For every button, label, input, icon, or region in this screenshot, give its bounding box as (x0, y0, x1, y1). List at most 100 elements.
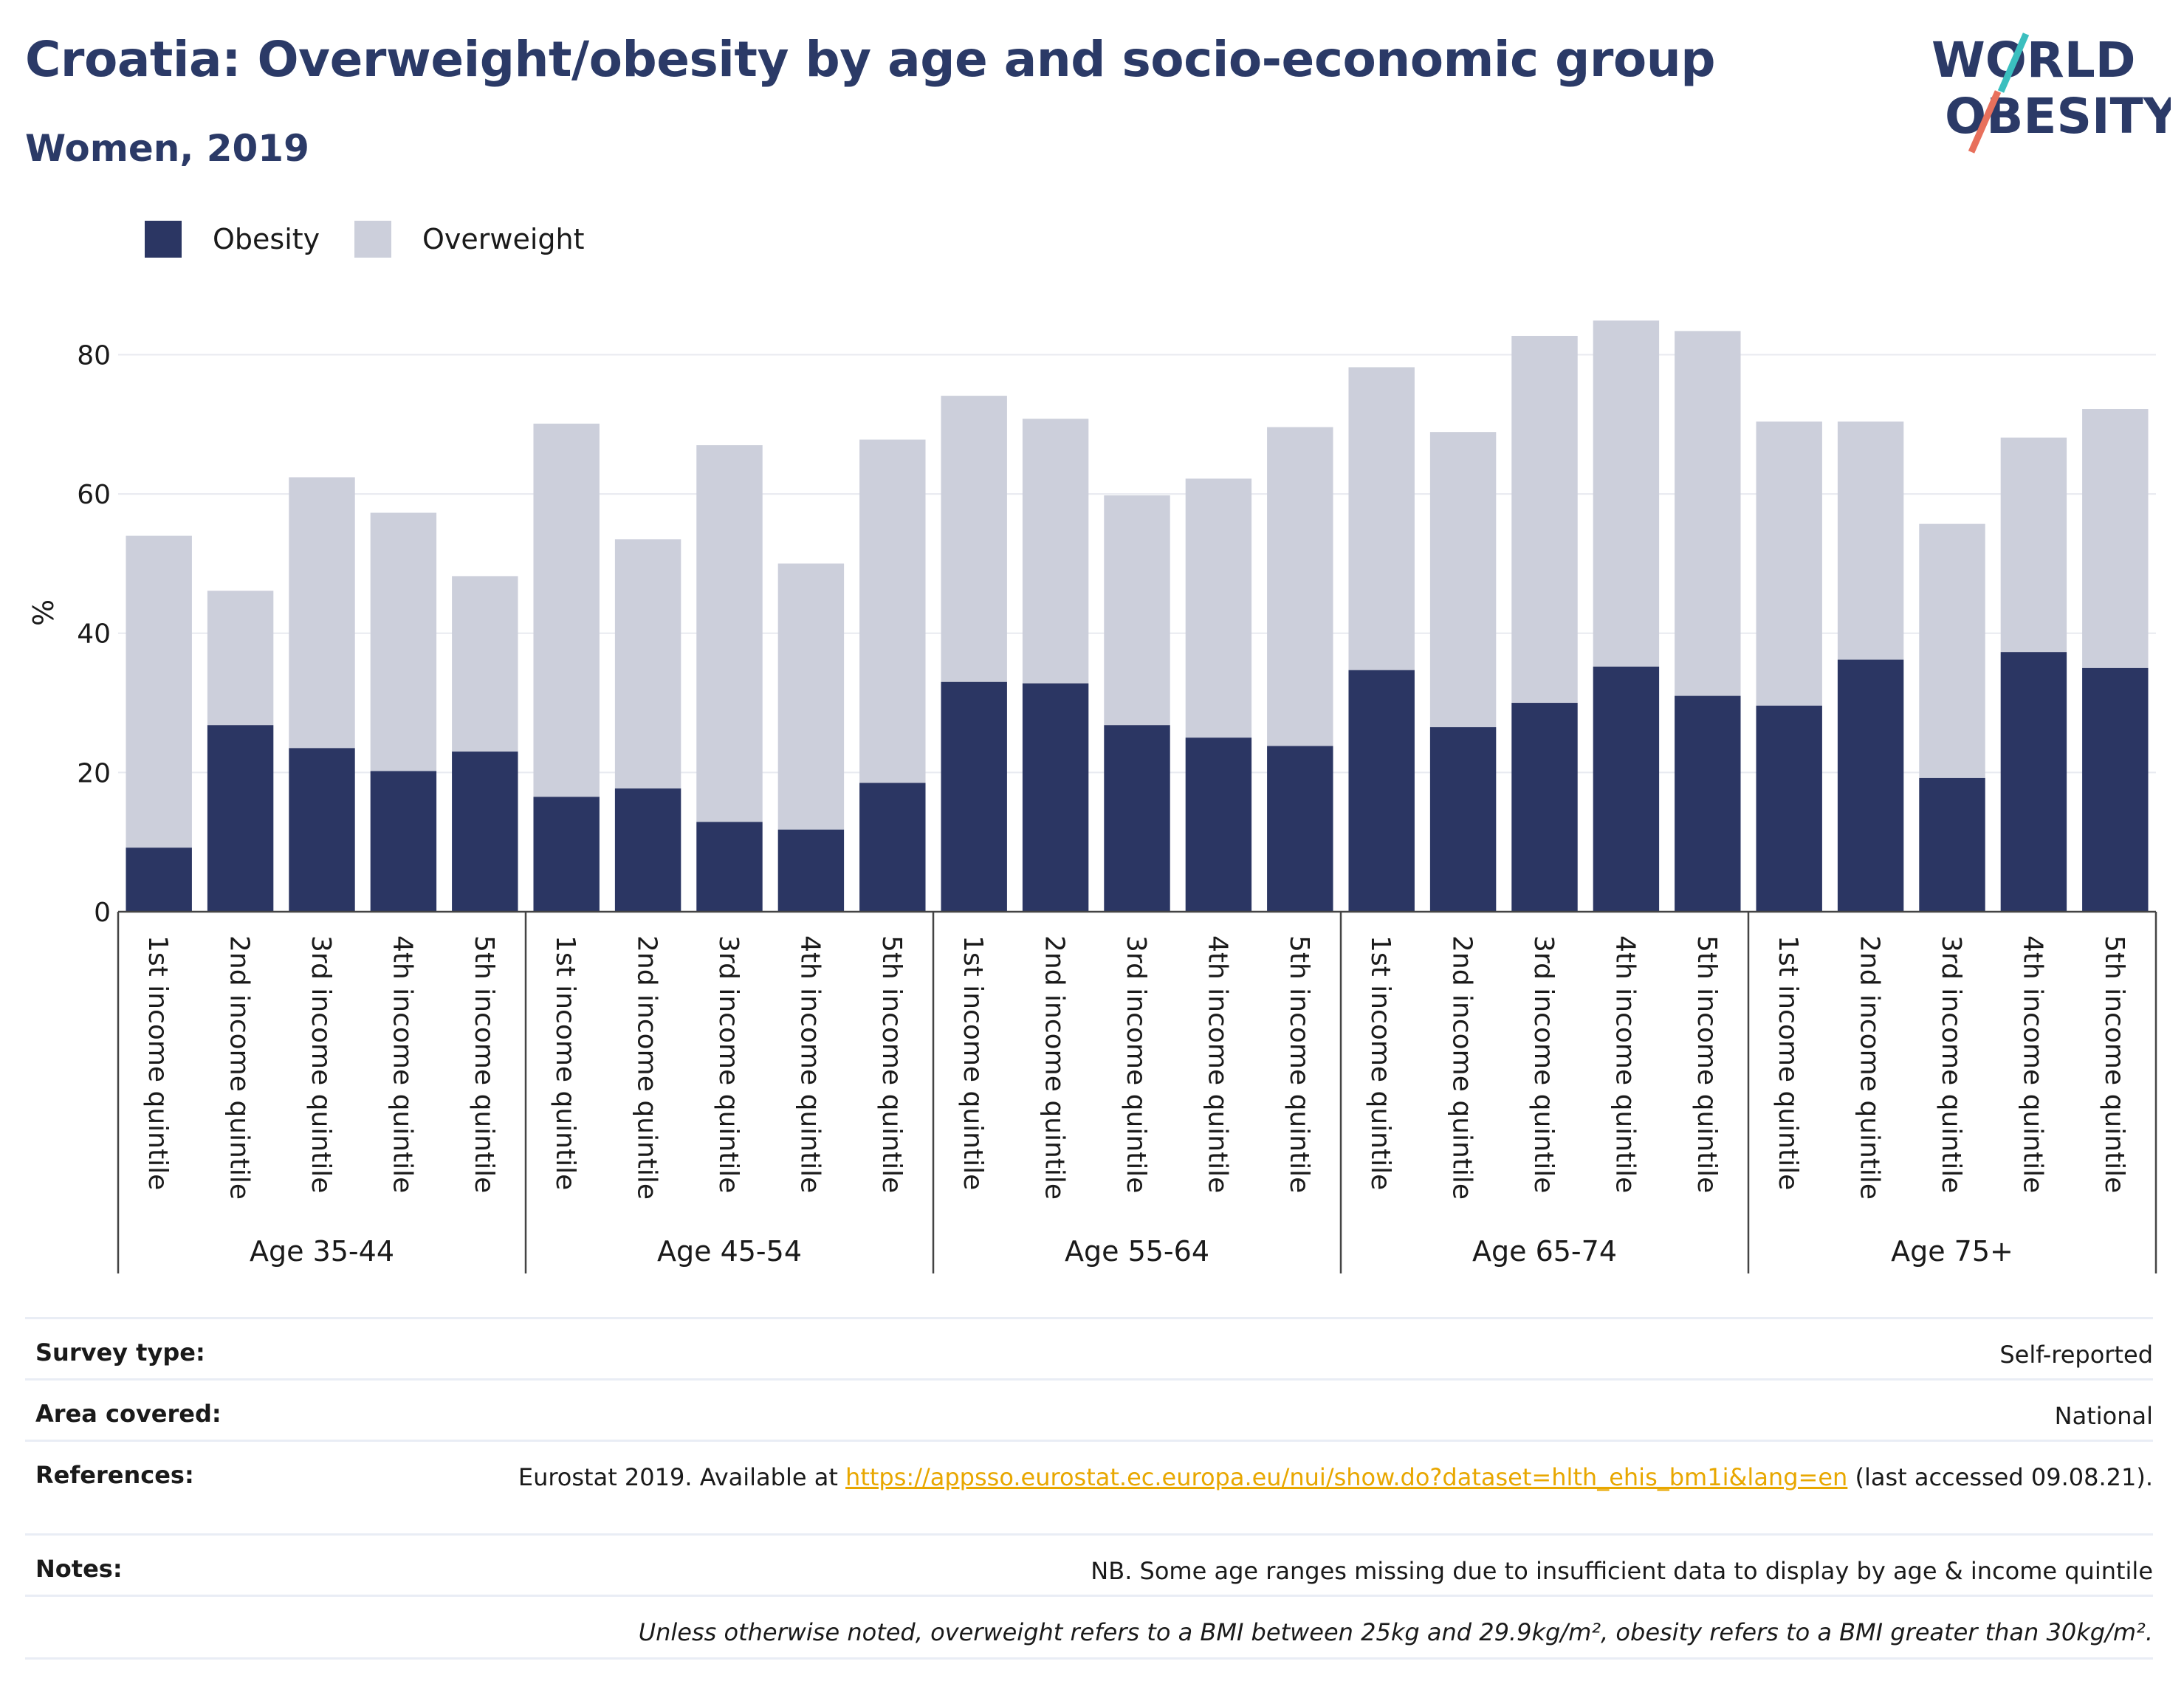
bar-obesity-g3-q4 (1185, 738, 1252, 912)
stacked-bar-chart: 0 20 40 60 80% 1st income quintile 2nd income … (27, 320, 2157, 1273)
bar-obesity-g2-q3 (696, 822, 763, 912)
bar-overweight-g4-q5 (1675, 331, 1741, 696)
bar-obesity-g2-q2 (614, 788, 681, 912)
info-row-survey-type: Survey type: Self-reported (25, 1317, 2153, 1378)
logo-slash-teal-icon (1997, 32, 2030, 93)
world-obesity-logo: WORLD OBESITY (1931, 32, 2171, 154)
bar-overweight-g5-q1 (1756, 422, 1822, 706)
x-tick-label-g2-q4: 4th income quintile (794, 935, 825, 1193)
bar-overweight-g2-q5 (859, 439, 926, 783)
bar-obesity-g4-q4 (1593, 667, 1660, 912)
bar-obesity-g4-q1 (1348, 670, 1415, 912)
bar-overweight-g1-q1 (126, 535, 192, 848)
x-tick-label-g4-q3: 3rd income quintile (1528, 935, 1559, 1193)
y-axis-label: % (27, 599, 60, 626)
x-tick-label-g5-q4: 4th income quintile (2017, 935, 2047, 1193)
bar-obesity-g1-q1 (126, 848, 192, 912)
bar-obesity-g2-q4 (777, 829, 845, 912)
page-title: Croatia: Overweight/obesity by age and s… (25, 31, 1715, 88)
x-tick-label-g3-q3: 3rd income quintile (1121, 935, 1151, 1193)
group-label-1: Age 35-44 (250, 1235, 394, 1268)
x-tick-label-g5-q3: 3rd income quintile (1936, 935, 1966, 1193)
info-footnote: Unless otherwise noted, overweight refer… (638, 1618, 2153, 1646)
info-table: Survey type: Self-reported Area covered:… (25, 1317, 2153, 1660)
legend-label-overweight: Overweight (422, 223, 585, 255)
x-tick-label-g3-q5: 5th income quintile (1284, 935, 1314, 1193)
info-key-area-covered: Area covered: (35, 1400, 222, 1428)
group-label-3: Age 55-64 (1065, 1235, 1209, 1268)
bar-obesity-g4-q2 (1429, 727, 1497, 912)
x-tick-label-g4-q1: 1st income quintile (1365, 935, 1395, 1190)
x-tick-label-g4-q4: 4th income quintile (1610, 935, 1640, 1193)
bar-obesity-g1-q3 (289, 748, 355, 912)
bar-overweight-g3-q2 (1022, 419, 1089, 684)
bar-overweight-g4-q2 (1429, 432, 1497, 728)
y-tick-label-80: 80 (77, 340, 111, 371)
y-tick-label-40: 40 (77, 619, 111, 650)
info-row-references: References: Eurostat 2019. Available at … (25, 1440, 2153, 1533)
bar-obesity-g1-q5 (452, 752, 518, 912)
bar-overweight-g2-q4 (777, 563, 845, 830)
bar-obesity-g5-q2 (1837, 659, 1904, 912)
bar-obesity-g5-q1 (1756, 705, 1822, 912)
bar-overweight-g1-q5 (452, 576, 518, 752)
logo-text-world: WORLD (1931, 32, 2136, 89)
x-tick-label-g5-q2: 2nd income quintile (1855, 935, 1885, 1200)
x-tick-label-g2-q2: 2nd income quintile (632, 935, 662, 1200)
references-link[interactable]: https://appsso.eurostat.ec.europa.eu/nui… (845, 1463, 1848, 1491)
bar-overweight-g1-q2 (207, 591, 274, 726)
x-tick-label-g3-q2: 2nd income quintile (1040, 935, 1070, 1200)
bar-overweight-g2-q3 (696, 445, 763, 822)
legend-swatch-overweight (354, 221, 391, 258)
group-label-2: Age 45-54 (657, 1235, 802, 1268)
bar-overweight-g1-q4 (370, 512, 437, 771)
info-row-footnote: Unless otherwise noted, overweight refer… (25, 1595, 2153, 1660)
x-tick-label-g1-q3: 3rd income quintile (306, 935, 336, 1193)
bar-obesity-g1-q4 (370, 771, 437, 912)
bar-overweight-g5-q5 (2082, 409, 2149, 668)
bar-overweight-g3-q1 (941, 396, 1007, 682)
info-value-survey-type: Self-reported (1999, 1341, 2153, 1369)
y-tick-label-20: 20 (77, 758, 111, 788)
group-label-5: Age 75+ (1891, 1235, 2013, 1268)
x-tick-label-g3-q4: 4th income quintile (1202, 935, 1232, 1193)
bar-obesity-g5-q3 (1919, 777, 1985, 912)
bar-overweight-g5-q4 (2000, 437, 2067, 653)
group-label-4: Age 65-74 (1472, 1235, 1617, 1268)
x-tick-label-g1-q4: 4th income quintile (387, 935, 417, 1193)
bar-obesity-g4-q5 (1675, 695, 1741, 912)
bar-overweight-g2-q2 (614, 539, 681, 789)
bar-overweight-g5-q2 (1837, 422, 1904, 660)
bar-overweight-g4-q1 (1348, 367, 1415, 670)
legend-item-obesity: Obesity (145, 219, 320, 260)
bar-obesity-g1-q2 (207, 725, 274, 912)
logo-text-obesity: OBESITY (1945, 88, 2171, 145)
bar-obesity-g5-q5 (2082, 667, 2149, 912)
info-key-references: References: (35, 1461, 194, 1489)
bar-obesity-g3-q3 (1104, 725, 1170, 912)
x-tick-label-g1-q2: 2nd income quintile (224, 935, 255, 1200)
legend-item-overweight: Overweight (354, 219, 585, 260)
y-tick-label-60: 60 (77, 480, 111, 510)
info-value-notes: NB. Some age ranges missing due to insuf… (1091, 1557, 2153, 1585)
x-tick-label-g4-q2: 2nd income quintile (1447, 935, 1477, 1200)
bar-overweight-g3-q4 (1185, 478, 1252, 738)
x-tick-label-g2-q5: 5th income quintile (876, 935, 907, 1193)
bar-obesity-g4-q3 (1511, 703, 1578, 912)
x-tick-label-g3-q1: 1st income quintile (958, 935, 988, 1190)
logo-slash-coral-icon (1968, 90, 2002, 154)
x-tick-label-g1-q1: 1st income quintile (142, 935, 173, 1190)
bar-obesity-g3-q2 (1022, 683, 1089, 912)
x-tick-label-g1-q5: 5th income quintile (469, 935, 499, 1193)
bar-overweight-g1-q3 (289, 477, 355, 749)
x-tick-label-g5-q5: 5th income quintile (2099, 935, 2129, 1193)
x-tick-label-g2-q1: 1st income quintile (550, 935, 580, 1190)
x-tick-label-g4-q5: 5th income quintile (1692, 935, 1722, 1193)
legend-label-obesity: Obesity (213, 223, 320, 255)
info-row-notes: Notes: NB. Some age ranges missing due t… (25, 1533, 2153, 1595)
references-accessed: (last accessed 09.08.21). (1847, 1463, 2153, 1491)
y-tick-label-0: 0 (94, 898, 111, 928)
bar-obesity-g2-q1 (533, 797, 600, 912)
legend-swatch-obesity (145, 221, 182, 258)
bar-overweight-g5-q3 (1919, 523, 1985, 778)
